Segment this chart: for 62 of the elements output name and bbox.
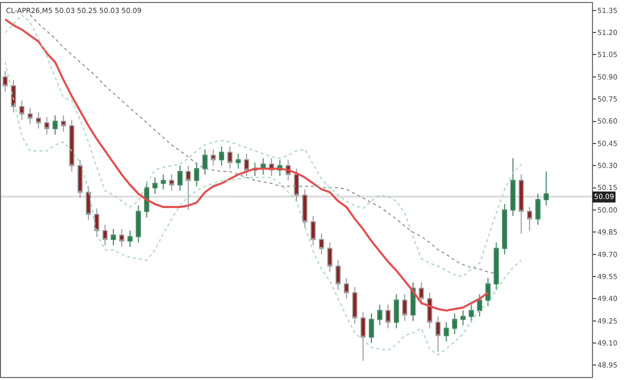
line-series [4, 62, 522, 356]
candlestick [535, 193, 540, 226]
candlestick [310, 215, 316, 246]
candlestick [485, 277, 490, 307]
candlestick [377, 304, 382, 326]
candlestick [110, 228, 116, 246]
candlestick [518, 174, 524, 234]
candlestick [236, 153, 241, 170]
candlestick [69, 119, 74, 172]
candlestick [2, 70, 8, 92]
candlestick [468, 304, 474, 323]
candlestick [186, 165, 191, 210]
candlestick [19, 100, 24, 120]
candlestick [144, 181, 150, 218]
candlestick [477, 294, 482, 317]
candlestick [544, 171, 549, 206]
candlestick [127, 230, 133, 248]
candlestick [160, 174, 166, 190]
candlestick [327, 242, 332, 273]
candlestick [294, 168, 300, 202]
candlestick [10, 79, 16, 113]
candlestick [318, 233, 324, 255]
candlestick [352, 286, 358, 324]
candlestick [219, 146, 224, 166]
candlestick [344, 277, 349, 300]
candlestick [360, 311, 366, 362]
candlestick [452, 312, 458, 335]
candlestick [136, 205, 141, 243]
candlestick [427, 292, 432, 329]
candlestick [444, 322, 449, 342]
candlestick [194, 162, 200, 187]
candlestick [152, 176, 158, 194]
candlestick [177, 165, 182, 192]
candlestick [302, 188, 308, 228]
candlestick [119, 228, 124, 248]
candlestick [368, 312, 374, 344]
candlestick [227, 146, 232, 170]
candlestick [78, 159, 83, 199]
candlestick [510, 158, 516, 216]
candlestick [28, 107, 33, 125]
candlestick [336, 260, 341, 290]
candlestick [36, 112, 41, 130]
candlestick [402, 294, 408, 322]
candlestick [94, 208, 100, 238]
candlestick [386, 304, 391, 329]
candlestick [52, 114, 58, 136]
candlestick [210, 148, 216, 166]
candlestick [494, 242, 499, 290]
candlestick [202, 148, 208, 175]
candlestick [527, 206, 532, 232]
candlestick [244, 153, 250, 176]
candlestick [86, 186, 91, 221]
candlestick [44, 116, 50, 136]
candlestick [102, 224, 108, 246]
candlestick [169, 174, 174, 192]
candlestick [418, 282, 424, 306]
candlestick [435, 316, 441, 352]
candlestick [502, 204, 508, 255]
candlestick [394, 294, 399, 329]
candlestick [60, 114, 66, 132]
candlestick [460, 310, 466, 326]
line-series [4, 18, 489, 312]
